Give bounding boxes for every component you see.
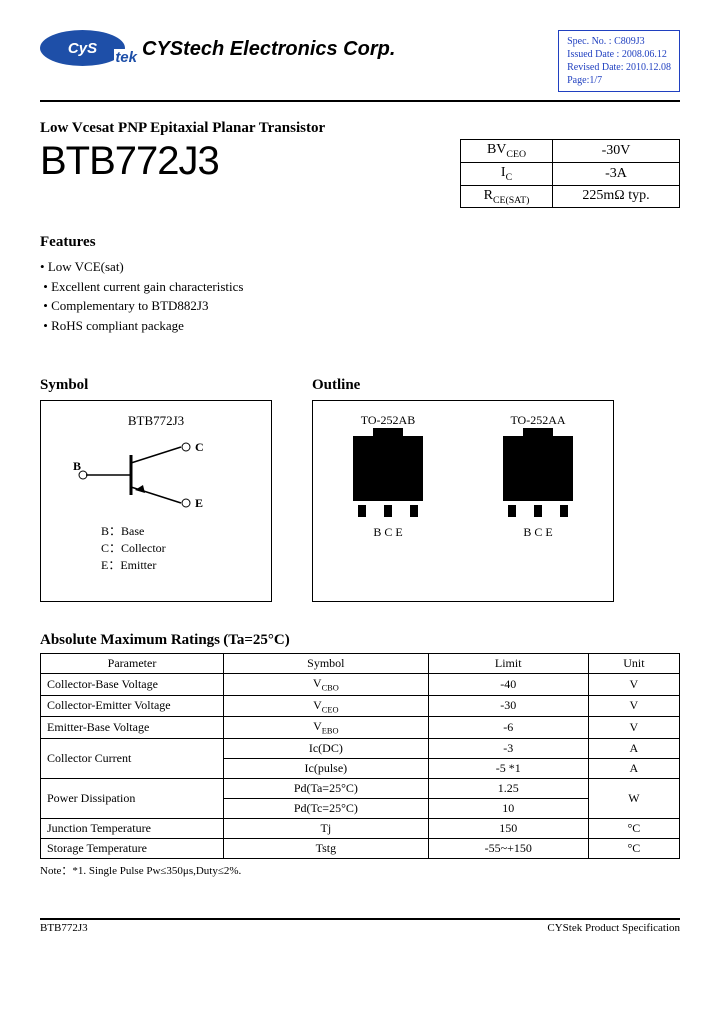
features-heading: Features [40, 234, 680, 251]
feature-item: • Low VCE(sat) [40, 257, 680, 277]
quick-spec-table: BVCEO-30V IC-3A RCE(SAT)225mΩ typ. [460, 139, 680, 208]
revised-date: Revised Date: 2010.12.08 [567, 61, 671, 74]
svg-text:B: B [73, 459, 81, 473]
part-number: BTB772J3 [40, 139, 219, 184]
page-header: CyS tek CYStech Electronics Corp. Spec. … [40, 30, 680, 102]
feature-item: • Excellent current gain characteristics [40, 277, 680, 297]
package-label: TO-252AB [353, 413, 423, 428]
spec-info-box: Spec. No. : C809J3 Issued Date : 2008.06… [558, 30, 680, 92]
ratings-row: Collector-Emitter VoltageVCEO-30V [41, 695, 680, 716]
package-body-icon [353, 436, 423, 501]
symbol-label: BTB772J3 [51, 413, 261, 429]
symbol-outline-row: Symbol BTB772J3 B C E B：Base C：Collector… [40, 359, 680, 602]
page-footer: BTB772J3 CYStek Product Specification [40, 918, 680, 934]
feature-item: • Complementary to BTD882J3 [40, 296, 680, 316]
ratings-note: Note：*1. Single Pulse Pw≤350μs,Duty≤2%. [40, 862, 680, 878]
ratings-row: Power DissipationPd(Ta=25°C)1.25W [41, 778, 680, 798]
company-name: CYStech Electronics Corp. [142, 30, 558, 61]
spec-row: IC-3A [461, 162, 680, 185]
transistor-symbol-icon: B C E [71, 435, 241, 515]
issued-date: Issued Date : 2008.06.12 [567, 48, 671, 61]
ratings-row: Storage TemperatureTstg-55~+150°C [41, 838, 680, 858]
package-body-icon [503, 436, 573, 501]
title-row: BTB772J3 BVCEO-30V IC-3A RCE(SAT)225mΩ t… [40, 139, 680, 208]
package-pins: B C E [503, 525, 573, 540]
outline-heading: Outline [312, 377, 614, 394]
symbol-box: BTB772J3 B C E B：Base C：Collector E：Emit… [40, 400, 272, 602]
svg-text:E: E [195, 496, 203, 510]
package-1: TO-252AB B C E [353, 413, 423, 593]
footer-left: BTB772J3 [40, 922, 88, 934]
spec-row: RCE(SAT)225mΩ typ. [461, 185, 680, 208]
ratings-row: Junction TemperatureTj150°C [41, 818, 680, 838]
package-label: TO-252AA [503, 413, 573, 428]
logo-text-suffix: tek [114, 49, 138, 66]
outline-box: TO-252AB B C E TO-252AA B C E [312, 400, 614, 602]
ratings-row: Collector CurrentIc(DC)-3A [41, 738, 680, 758]
spec-row: BVCEO-30V [461, 140, 680, 163]
package-pins: B C E [353, 525, 423, 540]
ratings-table: Parameter Symbol Limit Unit Collector-Ba… [40, 653, 680, 858]
package-2: TO-252AA B C E [503, 413, 573, 593]
footer-right: CYStek Product Specification [547, 922, 680, 934]
ratings-heading: Absolute Maximum Ratings (Ta=25°C) [40, 632, 680, 649]
legend-item: E：Emitter [101, 557, 261, 574]
legend-item: C：Collector [101, 540, 261, 557]
ratings-row: Collector-Base VoltageVCBO-40V [41, 674, 680, 695]
page-indicator: Page:1/7 [567, 74, 671, 87]
logo-text-main: CyS [68, 40, 97, 57]
symbol-heading: Symbol [40, 377, 272, 394]
svg-text:C: C [195, 440, 204, 454]
symbol-section: Symbol BTB772J3 B C E B：Base C：Collector… [40, 359, 272, 602]
ratings-row: Emitter-Base VoltageVEBO-6V [41, 717, 680, 738]
document-subtitle: Low Vcesat PNP Epitaxial Planar Transist… [40, 120, 680, 137]
ratings-header-row: Parameter Symbol Limit Unit [41, 654, 680, 674]
symbol-legend: B：Base C：Collector E：Emitter [101, 523, 261, 573]
spec-no: Spec. No. : C809J3 [567, 35, 671, 48]
logo: CyS tek [40, 30, 130, 70]
features-list: • Low VCE(sat) • Excellent current gain … [40, 257, 680, 335]
outline-section: Outline TO-252AB B C E TO-252AA B C E [312, 359, 614, 602]
legend-item: B：Base [101, 523, 261, 540]
feature-item: • RoHS compliant package [40, 316, 680, 336]
